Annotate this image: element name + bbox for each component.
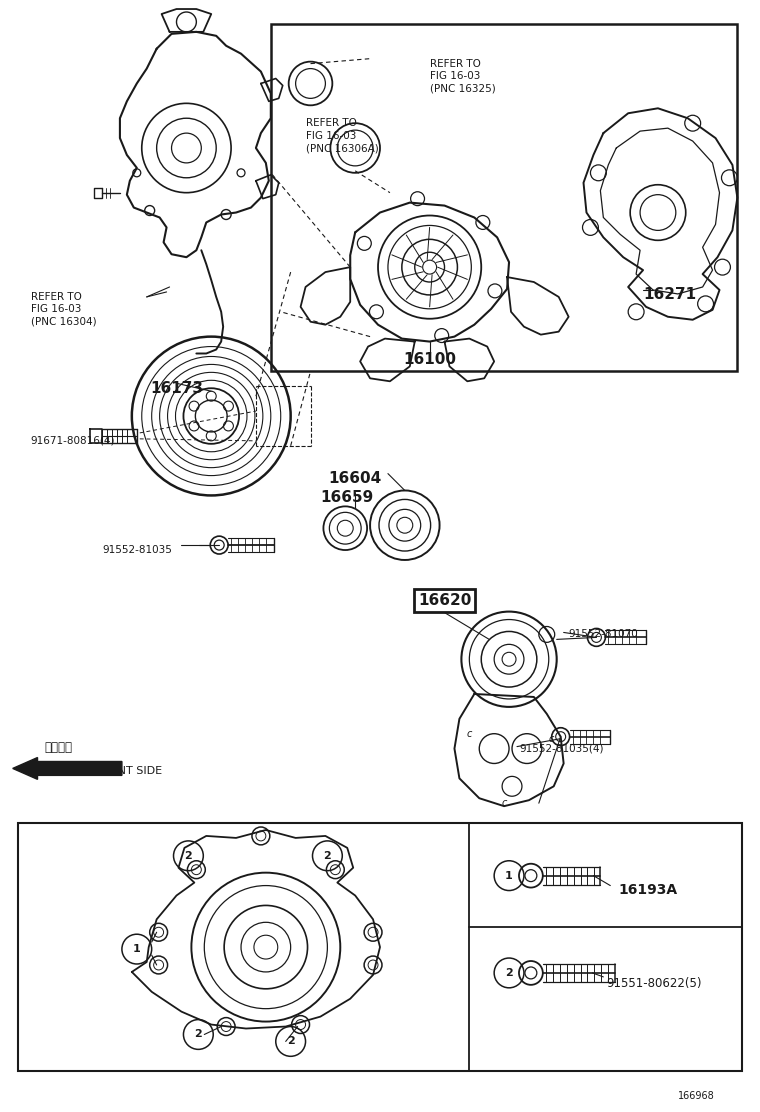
Text: 91552-81035: 91552-81035	[102, 545, 172, 555]
Text: c: c	[548, 734, 553, 744]
Text: c: c	[502, 798, 507, 808]
Text: 1: 1	[505, 871, 513, 881]
Text: 2: 2	[287, 1036, 295, 1046]
Text: 2: 2	[195, 1030, 202, 1040]
Text: 91551-80622(5): 91551-80622(5)	[606, 977, 701, 990]
Text: 2: 2	[324, 851, 331, 861]
Text: 91671-80816(4): 91671-80816(4)	[30, 436, 115, 446]
Text: 91552-81035(4): 91552-81035(4)	[519, 744, 603, 754]
Text: 166968: 166968	[678, 1091, 714, 1101]
Text: 16100: 16100	[403, 351, 456, 367]
Text: 2: 2	[505, 967, 513, 977]
Text: 16271: 16271	[643, 287, 696, 302]
Text: 車面前方: 車面前方	[45, 741, 72, 754]
Text: 1: 1	[133, 944, 141, 954]
Text: 16193A: 16193A	[618, 883, 677, 896]
Text: c: c	[467, 728, 472, 738]
Bar	[271, 24, 737, 371]
Text: 91552-81070: 91552-81070	[568, 629, 638, 639]
Text: 16659: 16659	[321, 490, 374, 506]
Text: REFER TO
FIG 16-03
(PNC 16325): REFER TO FIG 16-03 (PNC 16325)	[429, 59, 496, 93]
Bar	[17, 823, 743, 1071]
Text: 16620: 16620	[418, 593, 471, 608]
Text: 2: 2	[185, 851, 192, 861]
Text: 16173: 16173	[150, 381, 203, 396]
Text: 16604: 16604	[328, 470, 382, 486]
Text: REFER TO
FIG 16-03
(PNC 16306A): REFER TO FIG 16-03 (PNC 16306A)	[306, 118, 378, 153]
Text: VEHICLE FRONT SIDE: VEHICLE FRONT SIDE	[45, 766, 163, 776]
FancyArrow shape	[13, 757, 122, 780]
Text: REFER TO
FIG 16-03
(PNC 16304): REFER TO FIG 16-03 (PNC 16304)	[30, 292, 97, 327]
